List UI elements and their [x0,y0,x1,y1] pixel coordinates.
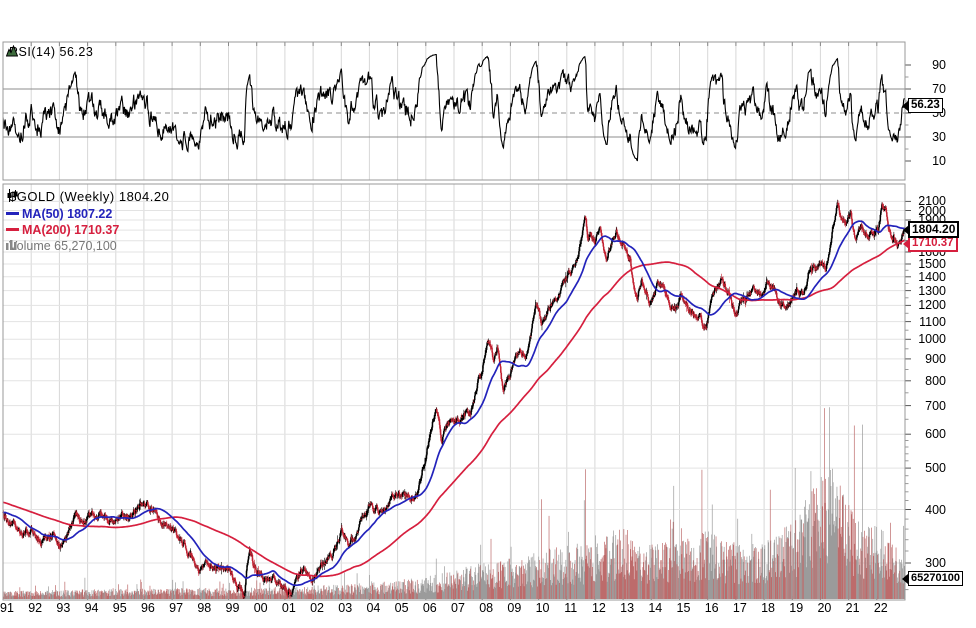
year-axis-label: 08 [479,601,494,615]
year-axis-label: 03 [338,601,353,615]
year-axis-label: 91 [0,601,14,615]
year-axis-label: 17 [732,601,747,615]
rsi-legend: RSI(14) 56.23 [6,45,93,59]
price-axis-label: 800 [925,373,946,388]
ma200-line-icon [6,228,19,231]
year-axis-label: 10 [535,601,550,615]
year-axis-label: 02 [310,601,325,615]
price-axis-label: 1200 [918,298,946,313]
price-axis-label: 1000 [918,332,946,347]
year-axis-label: 22 [873,601,888,615]
year-axis-label: 11 [564,601,578,615]
year-axis-label: 97 [169,601,184,615]
year-axis-label: 19 [789,601,804,615]
price-axis-label: 1100 [919,314,946,329]
year-axis-label: 13 [620,601,635,615]
year-axis-label: 06 [422,601,437,615]
year-axis-label: 09 [507,601,522,615]
price-axis-label: 400 [925,502,946,517]
rsi-value-callout: 56.23 [902,98,943,114]
price-axis-label: 1500 [918,256,946,271]
price-axis-label: 700 [925,398,946,413]
price-axis-label: 1300 [918,283,946,298]
year-axis-label: 07 [451,601,465,615]
ma50-legend-label: MA(50) 1807.22 [22,207,113,221]
ma50-line-icon [6,212,19,215]
volume-value-callout: 65270100 [902,571,963,587]
price-legend: $GOLD (Weekly) 1804.20 [6,189,169,204]
year-axis-label: 96 [140,601,155,615]
price-axis-label: 300 [925,556,946,570]
year-axis-label: 94 [84,601,99,615]
price-axis-label: 2000 [918,203,946,218]
year-axis-label: 95 [112,601,127,615]
year-axis-label: 99 [225,601,240,615]
volume-legend-label: Volume 65,270,100 [9,239,117,253]
ma200-legend: MA(200) 1710.37 [6,223,119,237]
year-axis-label: 98 [197,601,212,615]
ma200-value-callout: 1710.37 [903,235,958,253]
rsi-axis-label: 30 [932,130,946,144]
price-axis-label: 1400 [918,269,946,284]
price-axis-label: 900 [925,351,946,366]
price-legend-label: $GOLD (Weekly) 1804.20 [9,189,170,204]
year-axis-label: 04 [366,601,381,615]
year-axis-label: 12 [591,601,606,615]
year-axis-label: 05 [394,601,409,615]
year-axis-label: 92 [28,601,43,615]
year-axis-label: 15 [676,601,691,615]
rsi-axis-label: 10 [932,154,946,168]
ma200-legend-label: MA(200) 1710.37 [22,223,120,237]
rsi-axis-label: 90 [932,58,946,72]
year-axis-label: 18 [761,601,776,615]
year-axis-label: 21 [845,601,860,615]
rsi-axis-label: 70 [932,82,946,96]
close-price-callout: 1804.20 [902,221,960,239]
year-axis-label: 00 [253,601,268,615]
year-axis-label: 93 [56,601,71,615]
year-axis-label: 01 [281,601,296,615]
ma50-legend: MA(50) 1807.22 [6,207,112,221]
rsi-label: RSI(14) 56.23 [9,45,94,59]
price-axis-label: 2100 [918,194,946,209]
year-axis-label: 20 [817,601,832,615]
price-axis-label: 600 [925,427,946,442]
volume-legend: Volume 65,270,100 [6,239,117,253]
year-axis-label: 16 [704,601,719,615]
price-axis-label: 500 [925,461,946,476]
year-axis-label: 14 [648,601,663,615]
